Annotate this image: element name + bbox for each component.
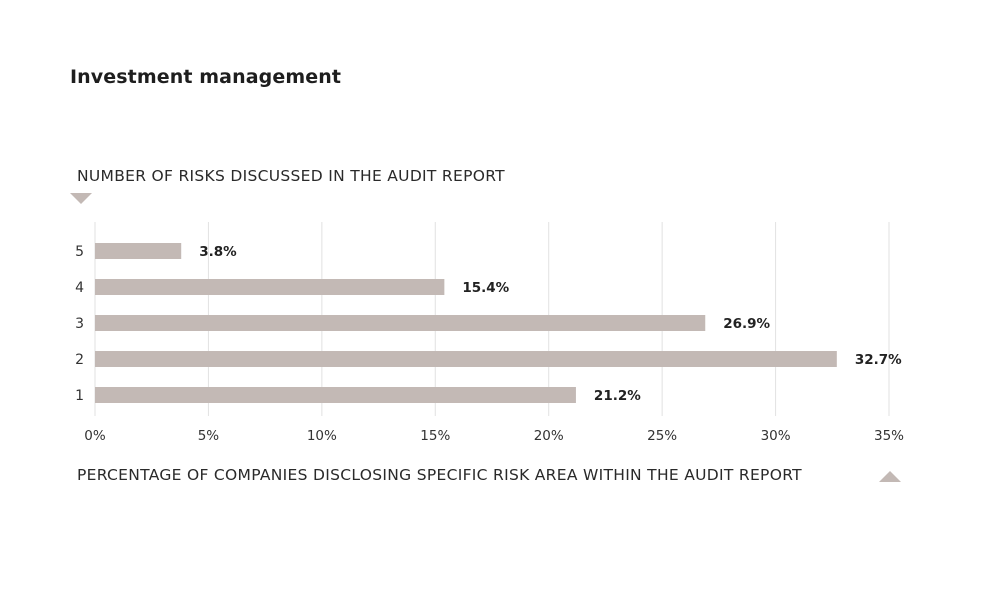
value-label: 26.9% bbox=[723, 316, 770, 332]
category-labels: 5 4 3 2 1 bbox=[75, 244, 84, 404]
bar bbox=[95, 387, 576, 403]
bar bbox=[95, 315, 706, 331]
value-label: 21.2% bbox=[594, 388, 641, 404]
category-label: 2 bbox=[75, 352, 84, 368]
triangle-up-icon bbox=[879, 471, 901, 482]
x-axis-label: PERCENTAGE OF COMPANIES DISCLOSING SPECI… bbox=[77, 466, 802, 484]
x-tick-label: 30% bbox=[761, 428, 791, 444]
x-tick-label: 5% bbox=[198, 428, 220, 444]
triangle-down-icon bbox=[70, 193, 92, 204]
category-label: 3 bbox=[75, 316, 84, 332]
x-tick-label: 0% bbox=[84, 428, 106, 444]
category-label: 4 bbox=[75, 280, 84, 296]
value-labels: 3.8% 15.4% 26.9% 32.7% 21.2% bbox=[199, 244, 902, 404]
x-tick-label: 15% bbox=[420, 428, 450, 444]
category-label: 1 bbox=[75, 388, 84, 404]
value-label: 15.4% bbox=[462, 280, 509, 296]
x-tick-label: 25% bbox=[647, 428, 677, 444]
bar bbox=[95, 243, 182, 259]
value-label: 3.8% bbox=[199, 244, 237, 260]
x-tick-label: 35% bbox=[874, 428, 904, 444]
bar bbox=[95, 351, 837, 367]
category-label: 5 bbox=[75, 244, 84, 260]
y-axis-label: NUMBER OF RISKS DISCUSSED IN THE AUDIT R… bbox=[77, 167, 505, 185]
x-tick-labels: 0% 5% 10% 15% 20% 25% 30% 35% bbox=[84, 428, 904, 444]
x-tick-label: 10% bbox=[307, 428, 337, 444]
bars bbox=[95, 243, 837, 403]
x-tick-label: 20% bbox=[534, 428, 564, 444]
value-label: 32.7% bbox=[855, 352, 902, 368]
chart-title: Investment management bbox=[70, 66, 342, 88]
bar bbox=[95, 279, 445, 295]
